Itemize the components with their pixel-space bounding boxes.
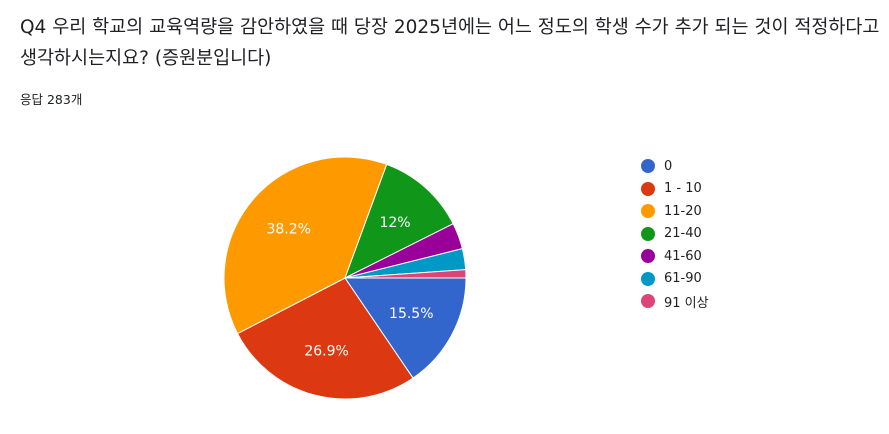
pie-slice-0[interactable] [344, 277, 467, 379]
legend-item: 11-20 [641, 200, 709, 223]
legend-item: 21-40 [641, 223, 709, 246]
legend-label: 11-20 [664, 203, 702, 219]
legend-swatch [641, 181, 655, 196]
legend-label: 1 - 10 [664, 181, 702, 197]
pie-slice-1[interactable] [236, 277, 414, 400]
slice-label-1: 26.9% [304, 344, 348, 360]
legend-swatch [641, 249, 655, 264]
pie-slice-6[interactable] [344, 269, 467, 279]
legend-label: 91 이상 [664, 295, 709, 311]
pie-slice-2[interactable] [223, 156, 388, 335]
question-title: Q4 우리 학교의 교육역량을 감안하였을 때 당장 2025년에는 어느 정도… [20, 17, 880, 69]
legend-item: 61-90 [641, 268, 709, 291]
response-count: 응답 283개 [20, 92, 83, 107]
chart-legend: 0 1 - 10 11-20 21-40 41-60 61-90 91 이상 [641, 155, 709, 313]
legend-item: 91 이상 [641, 290, 709, 313]
legend-swatch [641, 204, 655, 219]
legend-item: 1 - 10 [641, 178, 709, 201]
slice-label-0: 15.5% [389, 306, 433, 322]
legend-label: 0 [664, 158, 673, 174]
legend-swatch [641, 294, 655, 309]
legend-label: 61-90 [664, 271, 702, 287]
legend-label: 21-40 [664, 226, 702, 242]
legend-item: 41-60 [641, 245, 709, 268]
pie-slice-3[interactable] [344, 163, 454, 280]
slice-label-3: 12% [379, 215, 410, 231]
legend-item: 0 [641, 155, 709, 178]
legend-label: 41-60 [664, 248, 702, 264]
slice-label-2: 38.2% [266, 221, 310, 237]
legend-swatch [641, 159, 655, 174]
legend-swatch [641, 226, 655, 241]
legend-swatch [641, 271, 655, 286]
